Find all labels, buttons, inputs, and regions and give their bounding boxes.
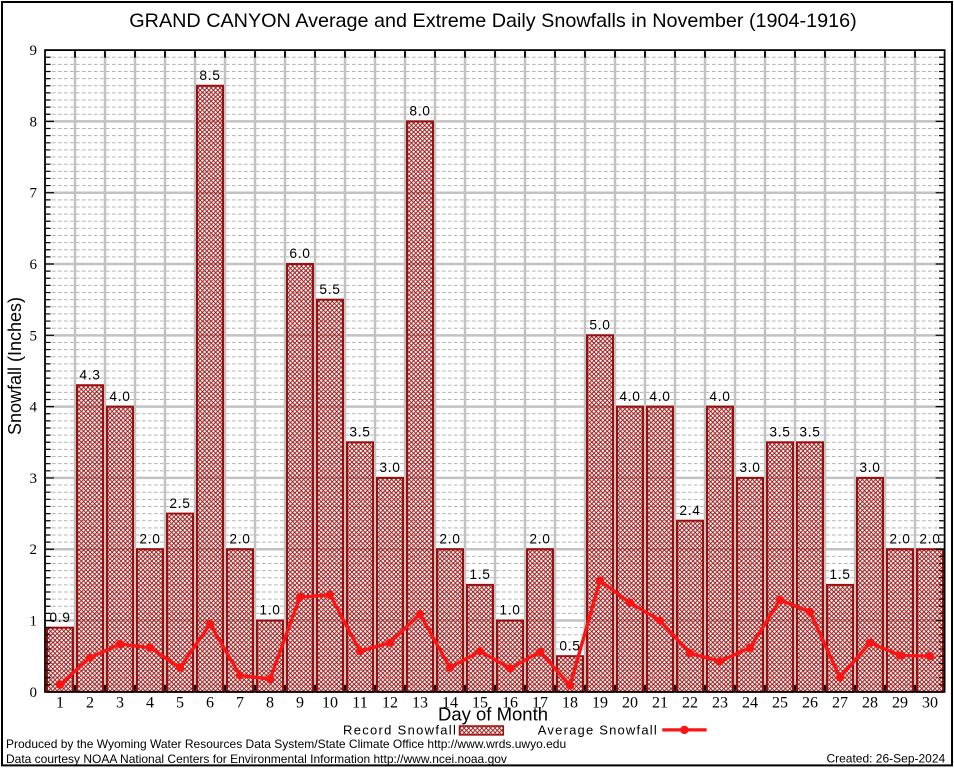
svg-text:19: 19 [592, 695, 608, 712]
svg-text:2.5: 2.5 [169, 496, 190, 511]
svg-text:21: 21 [652, 695, 668, 712]
svg-text:18: 18 [562, 695, 578, 712]
svg-text:2: 2 [86, 695, 94, 712]
svg-text:1.0: 1.0 [259, 603, 280, 618]
svg-text:2.0: 2.0 [229, 531, 250, 546]
svg-text:0.9: 0.9 [49, 610, 70, 625]
svg-text:8: 8 [30, 114, 38, 130]
svg-text:3.5: 3.5 [769, 424, 790, 439]
svg-text:3.5: 3.5 [799, 424, 820, 439]
svg-text:3: 3 [116, 695, 124, 712]
svg-text:2.0: 2.0 [139, 531, 160, 546]
svg-text:1: 1 [56, 695, 64, 712]
svg-text:4: 4 [30, 400, 38, 416]
svg-text:1: 1 [30, 614, 38, 630]
svg-text:13: 13 [412, 695, 428, 712]
svg-text:5.0: 5.0 [589, 318, 610, 333]
svg-text:4.0: 4.0 [619, 389, 640, 404]
svg-text:8.5: 8.5 [199, 68, 220, 83]
svg-text:4.0: 4.0 [649, 389, 670, 404]
svg-text:14: 14 [442, 695, 458, 712]
svg-text:2.0: 2.0 [919, 531, 940, 546]
svg-text:3: 3 [30, 471, 38, 487]
svg-text:8.0: 8.0 [409, 104, 430, 119]
svg-text:5.5: 5.5 [319, 282, 340, 297]
svg-text:26: 26 [802, 695, 818, 712]
svg-text:16: 16 [502, 695, 518, 712]
svg-text:6: 6 [30, 257, 38, 273]
svg-text:2.0: 2.0 [529, 531, 550, 546]
svg-text:2.0: 2.0 [889, 531, 910, 546]
svg-text:23: 23 [712, 695, 728, 712]
svg-text:12: 12 [382, 695, 398, 712]
svg-text:4.3: 4.3 [79, 367, 100, 382]
svg-text:20: 20 [622, 695, 638, 712]
svg-text:4.0: 4.0 [709, 389, 730, 404]
svg-text:7: 7 [236, 695, 244, 712]
svg-text:3.5: 3.5 [349, 424, 370, 439]
svg-text:29: 29 [892, 695, 908, 712]
svg-text:GRAND CANYON Average and Extre: GRAND CANYON Average and Extreme Daily S… [129, 10, 856, 32]
svg-text:1.5: 1.5 [469, 567, 490, 582]
svg-text:15: 15 [472, 695, 488, 712]
svg-text:28: 28 [862, 695, 878, 712]
svg-text:Average Snowfall: Average Snowfall [538, 722, 658, 737]
svg-text:7: 7 [30, 186, 38, 202]
svg-text:6.0: 6.0 [289, 246, 310, 261]
svg-text:1.0: 1.0 [499, 603, 520, 618]
svg-text:25: 25 [772, 695, 788, 712]
svg-text:Day of Month: Day of Month [438, 703, 548, 724]
svg-text:4.0: 4.0 [109, 389, 130, 404]
svg-text:9: 9 [30, 43, 38, 59]
svg-text:5: 5 [176, 695, 184, 712]
svg-text:30: 30 [922, 695, 938, 712]
svg-text:2.4: 2.4 [679, 503, 700, 518]
svg-text:10: 10 [322, 695, 338, 712]
svg-text:11: 11 [352, 695, 367, 712]
svg-text:Produced by the Wyoming Water: Produced by the Wyoming Water Resources … [6, 737, 566, 751]
svg-text:8: 8 [266, 695, 274, 712]
svg-text:3.0: 3.0 [859, 460, 880, 475]
svg-text:17: 17 [532, 695, 548, 712]
svg-text:Created: 26-Sep-2024: Created: 26-Sep-2024 [826, 751, 945, 765]
svg-text:0.5: 0.5 [559, 638, 580, 653]
svg-text:Snowfall (Inches): Snowfall (Inches) [5, 297, 25, 435]
svg-text:2: 2 [30, 542, 38, 558]
svg-text:3.0: 3.0 [739, 460, 760, 475]
svg-text:1.5: 1.5 [829, 567, 850, 582]
svg-text:Record Snowfall: Record Snowfall [343, 722, 457, 737]
svg-text:2.0: 2.0 [439, 531, 460, 546]
svg-text:22: 22 [682, 695, 698, 712]
svg-text:3.0: 3.0 [379, 460, 400, 475]
svg-text:24: 24 [742, 695, 758, 712]
svg-text:4: 4 [146, 695, 154, 712]
svg-text:5: 5 [30, 328, 38, 344]
svg-text:27: 27 [832, 695, 848, 712]
svg-text:9: 9 [296, 695, 304, 712]
svg-text:0: 0 [30, 685, 38, 701]
svg-text:Data courtesy NOAA National Ce: Data courtesy NOAA National Centers for … [6, 752, 507, 766]
svg-text:6: 6 [206, 695, 214, 712]
